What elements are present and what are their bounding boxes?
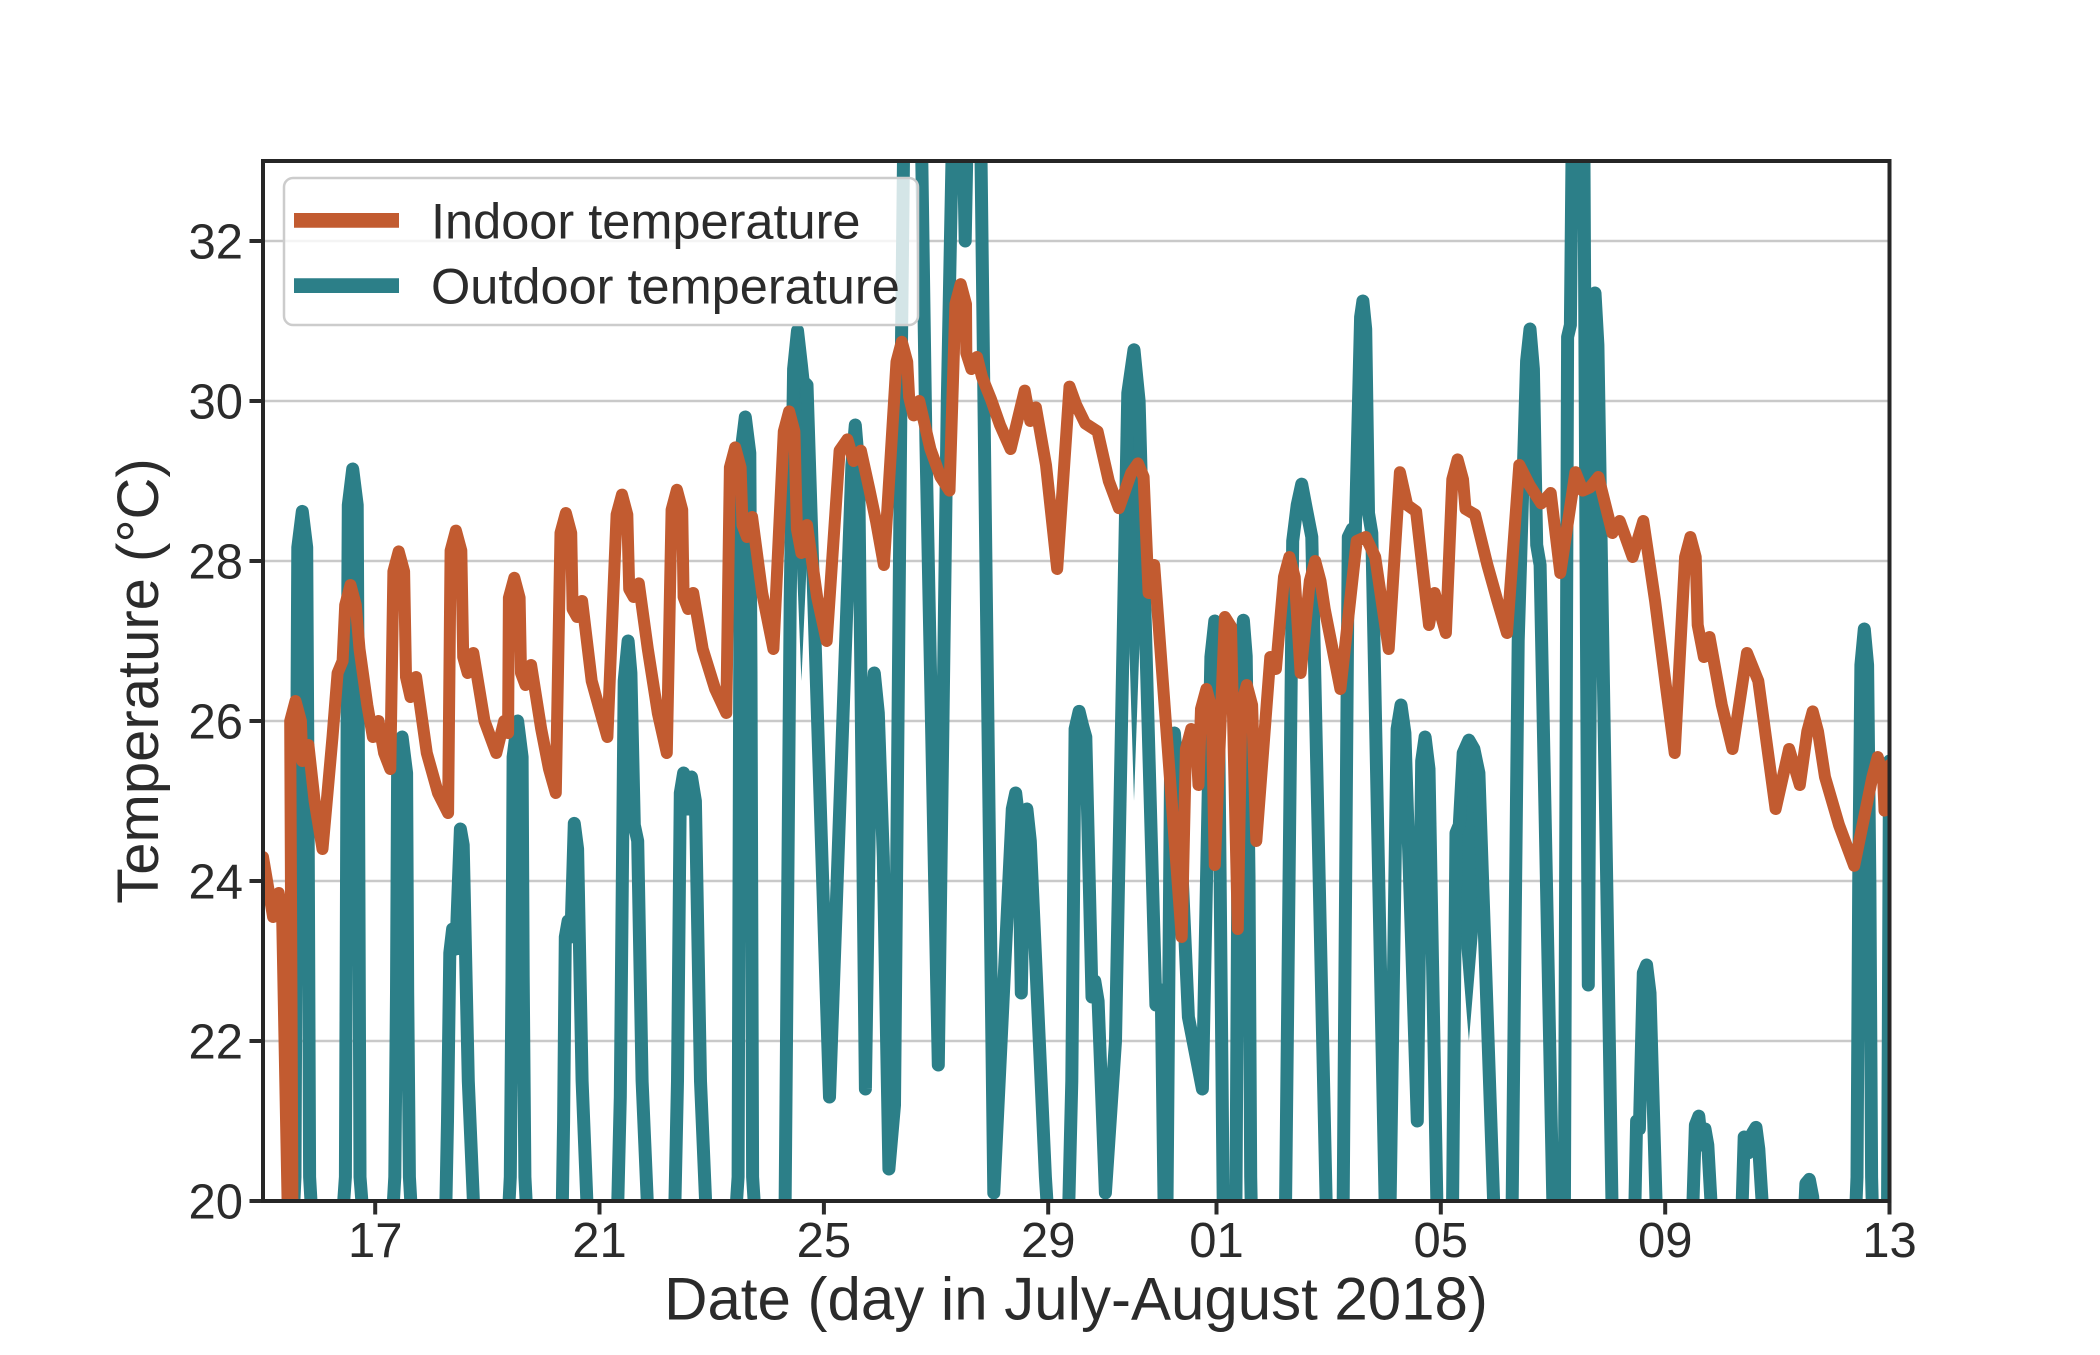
svg-text:Indoor temperature: Indoor temperature [431,193,861,250]
svg-text:26: 26 [188,696,243,750]
svg-text:30: 30 [188,376,243,430]
svg-text:28: 28 [188,536,243,590]
svg-text:24: 24 [188,856,243,910]
svg-text:09: 09 [1638,1214,1693,1268]
svg-text:22: 22 [188,1016,243,1070]
svg-text:Date (day in July-August 2018): Date (day in July-August 2018) [664,1266,1488,1333]
svg-text:13: 13 [1862,1214,1917,1268]
svg-text:25: 25 [797,1214,852,1268]
svg-text:32: 32 [188,216,243,270]
svg-text:29: 29 [1021,1214,1076,1268]
svg-text:17: 17 [348,1214,403,1268]
svg-text:05: 05 [1414,1214,1469,1268]
svg-text:Temperature (°C): Temperature (°C) [106,458,171,903]
svg-text:20: 20 [188,1176,243,1230]
svg-text:01: 01 [1189,1214,1244,1268]
svg-text:Outdoor temperature: Outdoor temperature [431,258,900,315]
svg-text:21: 21 [572,1214,627,1268]
